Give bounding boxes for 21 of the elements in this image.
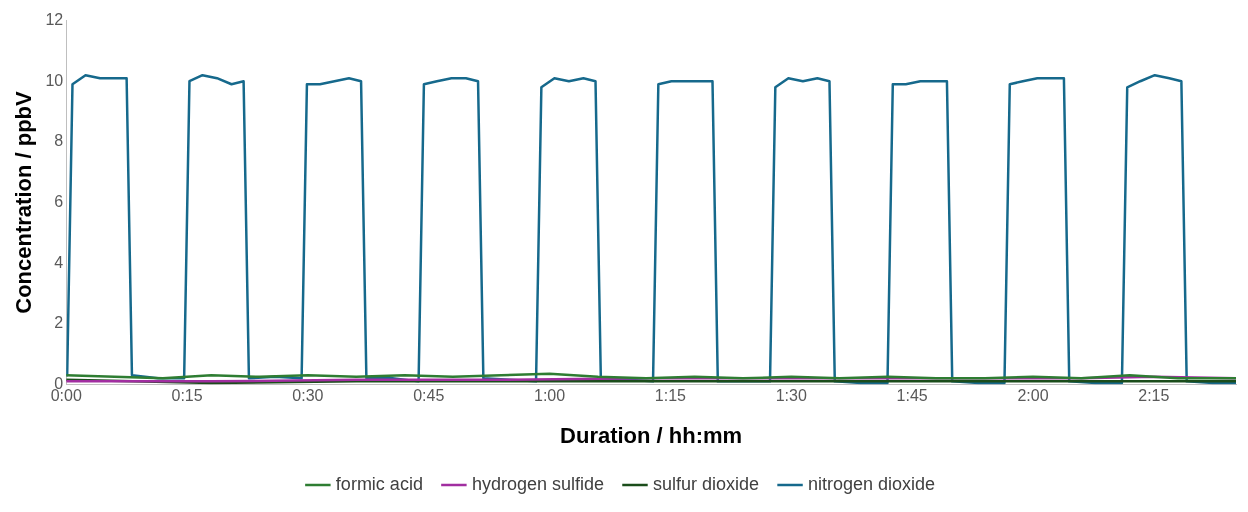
- x-tick-label: 0:15: [171, 387, 203, 405]
- x-axis-title: Duration / hh:mm: [560, 422, 743, 448]
- y-tick-label: 6: [54, 192, 64, 210]
- x-tick-label: 2:00: [1017, 387, 1049, 405]
- x-tick-label: 0:45: [413, 387, 445, 405]
- x-tick-label: 1:15: [654, 387, 687, 405]
- y-tick-label: 8: [54, 132, 64, 150]
- y-axis-title: Concentration / ppbV: [11, 90, 37, 314]
- y-tick-label: 4: [54, 253, 64, 271]
- x-tick-label: 1:30: [775, 387, 807, 405]
- y-tick-label: 10: [45, 71, 64, 89]
- y-tick-label: 12: [45, 11, 64, 29]
- x-tick-label: 0:30: [292, 387, 324, 405]
- y-tick-label: 2: [54, 314, 64, 332]
- x-tick-label: 1:45: [896, 387, 928, 405]
- legend-label: hydrogen sulfide: [471, 473, 604, 494]
- x-tick-label: 2:15: [1138, 387, 1170, 405]
- legend-label: nitrogen dioxide: [808, 473, 936, 494]
- x-tick-label: 1:00: [534, 387, 566, 405]
- legend-label: sulfur dioxide: [652, 473, 760, 494]
- legend-label: formic acid: [335, 473, 423, 494]
